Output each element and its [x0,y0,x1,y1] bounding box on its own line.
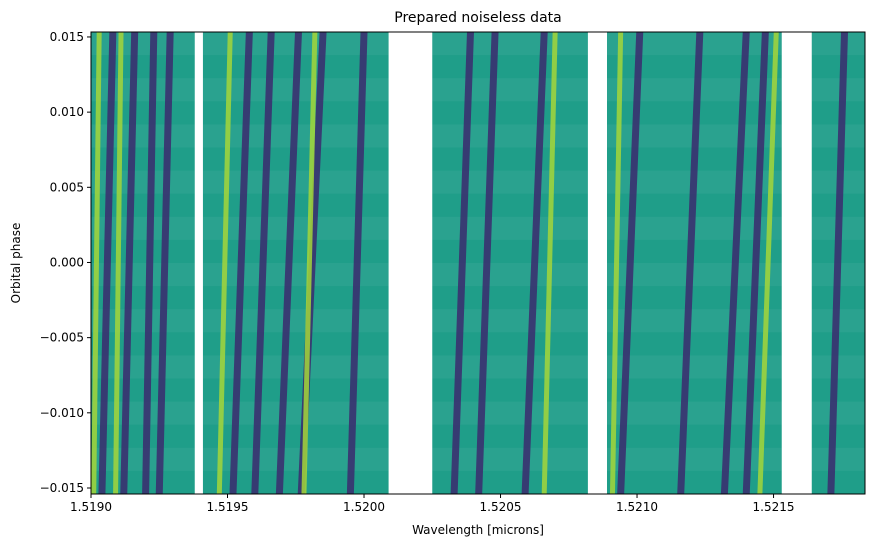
row-band [607,447,782,471]
row-band [811,32,865,56]
y-tick-label: 0.000 [50,255,84,269]
absorption-line [617,32,644,494]
plot-frame [90,31,866,495]
absorption-line [720,32,750,494]
row-band [432,263,588,287]
absorption-line [251,32,275,494]
row-band [432,447,588,471]
emission-line [216,32,233,494]
absorption-line [229,32,253,494]
row-band [811,355,865,379]
y-tick-label: −0.005 [40,331,84,345]
row-band [607,401,782,425]
row-band [432,216,588,240]
absorption-line [677,32,704,494]
emission-line [113,32,124,494]
absorption-line [275,32,302,494]
absorption-line [120,32,139,494]
emission-line [609,32,624,494]
x-tick-label: 1.5210 [616,500,658,514]
y-tick-label: −0.010 [40,406,84,420]
emission-line [91,32,102,494]
row-band [202,263,389,287]
y-tick-label: 0.015 [50,30,84,44]
row-band [607,32,782,56]
row-band [811,447,865,471]
y-axis-label: Orbital phase [9,223,23,304]
absorption-line [155,32,174,494]
row-band [432,309,588,333]
absorption-line [346,32,368,494]
absorption-line [742,32,769,494]
row-band [432,32,588,56]
row-band [91,32,195,56]
absorption-line [475,32,499,494]
row-band [432,124,588,148]
row-band [91,124,195,148]
row-band [432,401,588,425]
y-tick-label: 0.010 [50,105,84,119]
plot-area [91,32,865,494]
row-band [202,216,389,240]
absorption-line [450,32,474,494]
row-band [202,309,389,333]
row-band [432,170,588,194]
row-band [607,355,782,379]
emission-line [541,32,558,494]
y-tick-label: −0.015 [40,481,84,495]
row-band [91,78,195,102]
row-band [202,355,389,379]
row-band [202,447,389,471]
absorption-line [521,32,548,494]
x-tick-label: 1.5195 [207,500,249,514]
x-tick-label: 1.5200 [343,500,385,514]
x-tick-label: 1.5190 [70,500,112,514]
x-axis-label: Wavelength [microns] [412,523,544,537]
absorption-line [98,32,117,494]
row-band [202,401,389,425]
x-tick-label: 1.5205 [480,500,522,514]
row-band [811,401,865,425]
y-tick-label: 0.005 [50,180,84,194]
emission-line [757,32,779,494]
chart-title: Prepared noiseless data [394,10,561,26]
absorption-line [142,32,158,494]
emission-line [301,32,318,494]
row-band [811,78,865,102]
row-band [607,309,782,333]
x-tick-label: 1.5215 [753,500,795,514]
absorption-line [827,32,849,494]
row-band [432,78,588,102]
